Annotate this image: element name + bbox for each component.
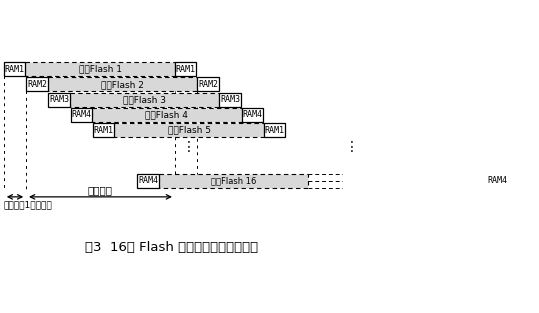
Text: 编程Flash 2: 编程Flash 2 [101, 80, 144, 89]
Text: 编程Flash 3: 编程Flash 3 [123, 95, 166, 104]
Text: RAM1: RAM1 [265, 126, 285, 135]
Text: 外部写满1个缓冲区: 外部写满1个缓冲区 [4, 201, 53, 210]
Text: 编程Flash 16: 编程Flash 16 [211, 177, 257, 186]
Text: RAM2: RAM2 [198, 80, 218, 89]
Bar [219, 93, 241, 107]
Text: ⋮: ⋮ [345, 140, 359, 154]
Bar [175, 62, 197, 76]
Text: RAM3: RAM3 [220, 95, 240, 104]
Text: RAM1: RAM1 [176, 64, 196, 74]
Bar [93, 123, 114, 137]
Bar [25, 62, 175, 76]
Bar [4, 62, 25, 76]
Bar [114, 123, 264, 137]
Text: RAM4: RAM4 [138, 177, 158, 186]
Text: RAM4: RAM4 [72, 110, 92, 119]
Text: RAM4: RAM4 [243, 110, 262, 119]
Text: 编程Flash 5: 编程Flash 5 [168, 126, 211, 135]
Bar [159, 174, 308, 188]
Text: RAM1: RAM1 [94, 126, 114, 135]
Bar [92, 108, 241, 122]
Text: RAM3: RAM3 [49, 95, 69, 104]
Bar [137, 174, 159, 188]
Text: RAM4: RAM4 [487, 177, 507, 186]
Bar [26, 77, 48, 91]
Bar [49, 93, 70, 107]
Text: ⋮: ⋮ [182, 140, 196, 154]
Bar [264, 123, 286, 137]
Text: 编程时间: 编程时间 [88, 185, 113, 195]
Text: RAM2: RAM2 [27, 80, 47, 89]
Bar [48, 77, 197, 91]
Bar [71, 108, 92, 122]
Text: 图3  16组 Flash 的流水操作方式示意图: 图3 16组 Flash 的流水操作方式示意图 [86, 241, 259, 254]
Text: 编程Flash 1: 编程Flash 1 [79, 64, 122, 74]
Bar [70, 93, 219, 107]
Bar [241, 108, 263, 122]
Text: RAM1: RAM1 [5, 64, 25, 74]
Bar [197, 77, 219, 91]
Text: 编程Flash 4: 编程Flash 4 [146, 110, 188, 119]
Bar [486, 174, 508, 188]
